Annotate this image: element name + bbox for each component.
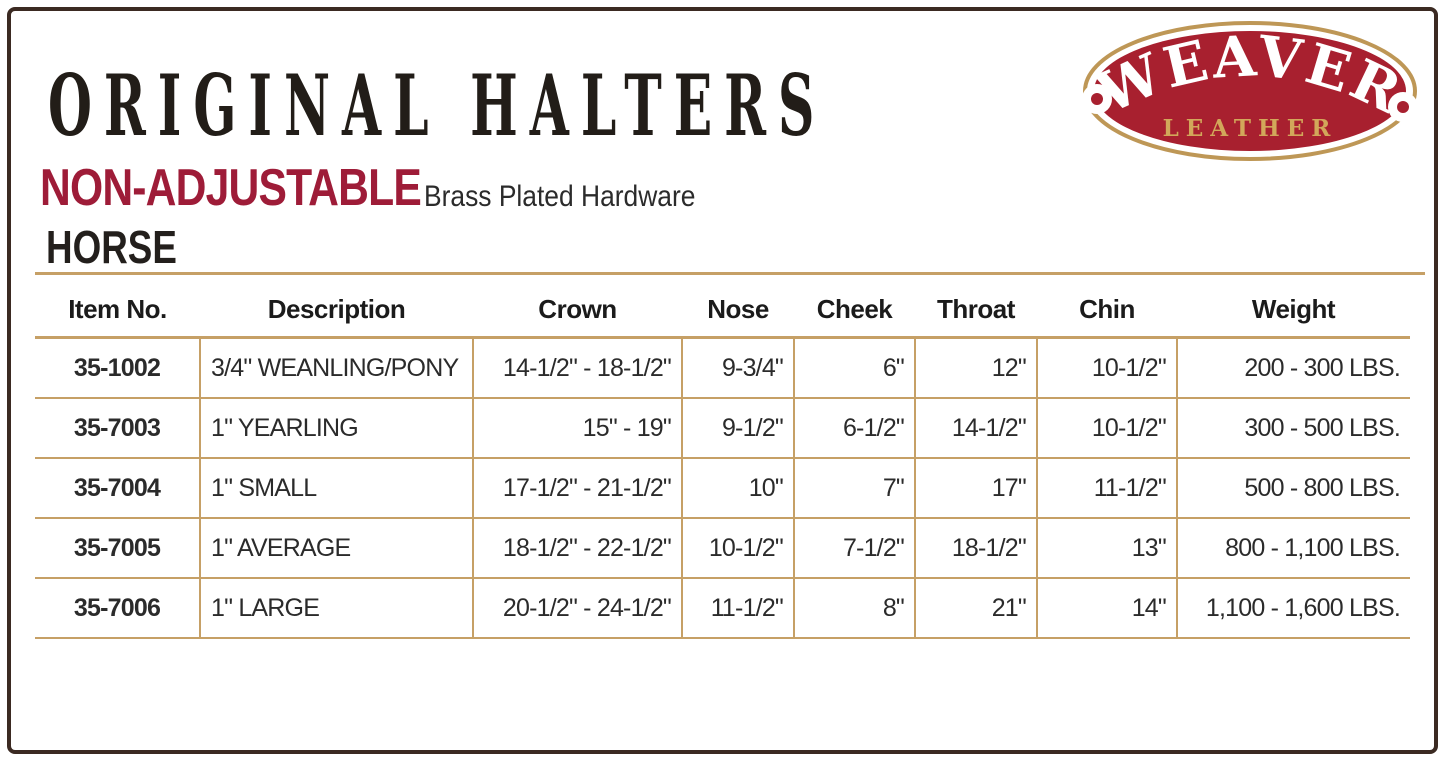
cell-throat: 17" (914, 457, 1037, 518)
cell-cheek: 7-1/2" (793, 517, 915, 578)
hardware-note: Brass Plated Hardware (424, 180, 696, 213)
table-row: 35-1002 3/4" WEANLING/PONY 14-1/2" - 18-… (35, 336, 1410, 398)
cell-nose: 9-3/4" (681, 336, 794, 398)
column-header-item-no: Item No. (35, 282, 200, 339)
cell-weight: 300 - 500 LBS. (1176, 397, 1410, 458)
cell-nose: 10" (681, 457, 794, 518)
section-rule (35, 272, 1425, 275)
cell-item-no: 35-1002 (35, 336, 200, 398)
cell-crown: 14-1/2" - 18-1/2" (472, 336, 682, 398)
cell-item-no: 35-7005 (35, 517, 200, 578)
table-row: 35-7003 1" YEARLING 15" - 19" 9-1/2" 6-1… (35, 397, 1410, 458)
cell-item-no: 35-7006 (35, 577, 200, 639)
cell-chin: 13" (1036, 517, 1177, 578)
cell-throat: 12" (914, 336, 1037, 398)
cell-chin: 10-1/2" (1036, 336, 1177, 398)
cell-weight: 800 - 1,100 LBS. (1176, 517, 1410, 578)
cell-description: 1" AVERAGE (199, 517, 473, 578)
cell-weight: 500 - 800 LBS. (1176, 457, 1410, 518)
logo-swash-left-center (1091, 93, 1103, 105)
column-header-throat: Throat (915, 282, 1037, 339)
cell-item-no: 35-7004 (35, 457, 200, 518)
cell-description: 1" SMALL (199, 457, 473, 518)
spec-table: Item No. Description Crown Nose Cheek Th… (35, 282, 1410, 639)
cell-crown: 15" - 19" (472, 397, 682, 458)
cell-chin: 11-1/2" (1036, 457, 1177, 518)
cell-throat: 18-1/2" (914, 517, 1037, 578)
page-title: ORIGINAL HALTERS (48, 56, 827, 155)
cell-cheek: 8" (793, 577, 915, 639)
cell-chin: 14" (1036, 577, 1177, 639)
logo-swash-right-center (1397, 101, 1409, 113)
cell-weight: 200 - 300 LBS. (1176, 336, 1410, 398)
cell-crown: 20-1/2" - 24-1/2" (472, 577, 682, 639)
column-header-weight: Weight (1177, 282, 1410, 339)
cell-weight: 1,100 - 1,600 LBS. (1176, 577, 1410, 639)
table-row: 35-7006 1" LARGE 20-1/2" - 24-1/2" 11-1/… (35, 577, 1410, 639)
cell-cheek: 6-1/2" (793, 397, 915, 458)
logo-oval (1094, 31, 1406, 151)
cell-crown: 18-1/2" - 22-1/2" (472, 517, 682, 578)
cell-chin: 10-1/2" (1036, 397, 1177, 458)
column-header-chin: Chin (1037, 282, 1177, 339)
weaver-leather-logo: WEAVER LEATHER (1082, 21, 1418, 161)
section-heading-horse: HORSE (46, 221, 177, 273)
table-row: 35-7004 1" SMALL 17-1/2" - 21-1/2" 10" 7… (35, 457, 1410, 518)
subtitle-non-adjustable: NON-ADJUSTABLE (40, 159, 422, 217)
cell-cheek: 7" (793, 457, 915, 518)
cell-throat: 14-1/2" (914, 397, 1037, 458)
cell-cheek: 6" (793, 336, 915, 398)
column-header-nose: Nose (682, 282, 794, 339)
cell-nose: 9-1/2" (681, 397, 794, 458)
cell-nose: 11-1/2" (681, 577, 794, 639)
table-header-row: Item No. Description Crown Nose Cheek Th… (35, 282, 1410, 339)
logo-subtext: LEATHER (1163, 115, 1338, 142)
cell-item-no: 35-7003 (35, 397, 200, 458)
cell-nose: 10-1/2" (681, 517, 794, 578)
cell-description: 3/4" WEANLING/PONY (199, 336, 473, 398)
column-header-cheek: Cheek (794, 282, 915, 339)
column-header-crown: Crown (473, 282, 682, 339)
column-header-description: Description (200, 282, 473, 339)
cell-crown: 17-1/2" - 21-1/2" (472, 457, 682, 518)
cell-throat: 21" (914, 577, 1037, 639)
table-row: 35-7005 1" AVERAGE 18-1/2" - 22-1/2" 10-… (35, 517, 1410, 578)
cell-description: 1" YEARLING (199, 397, 473, 458)
cell-description: 1" LARGE (199, 577, 473, 639)
